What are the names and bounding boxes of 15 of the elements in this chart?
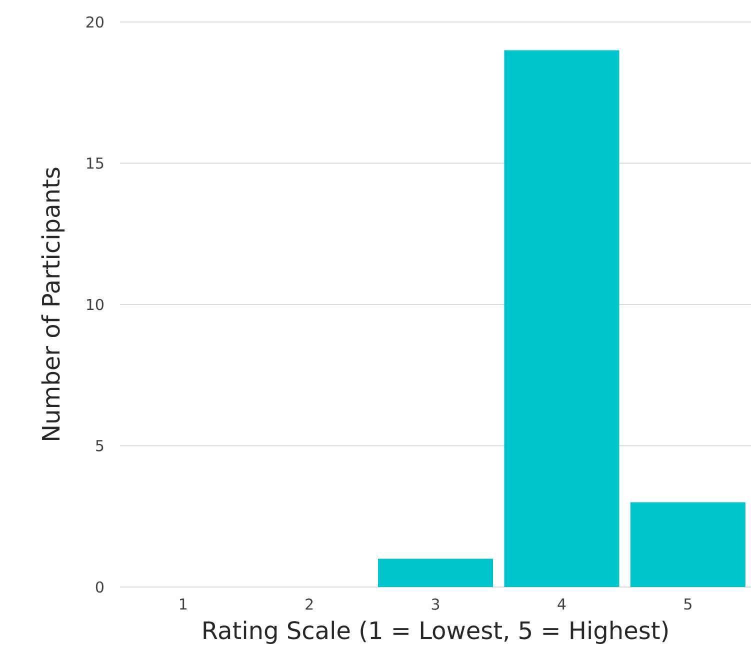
x-tick-label: 4 xyxy=(558,598,566,610)
x-tick-label: 2 xyxy=(306,598,313,610)
y-tick-label: 0 xyxy=(96,581,104,593)
bar xyxy=(504,50,620,587)
y-tick-label: 15 xyxy=(87,158,104,169)
x-tick-label: 3 xyxy=(432,598,440,610)
y-tick-label: 5 xyxy=(96,440,104,452)
y-tick-label: 20 xyxy=(86,16,104,28)
bar xyxy=(378,558,494,587)
x-tick-label: 1 xyxy=(180,598,186,610)
bar xyxy=(630,502,746,587)
y-axis-title: Number of Participants xyxy=(41,168,65,440)
x-tick-label: 5 xyxy=(684,598,692,610)
x-axis-title: Rating Scale (1 = Lowest, 5 = Highest) xyxy=(204,620,668,644)
y-tick-label: 10 xyxy=(87,298,104,310)
